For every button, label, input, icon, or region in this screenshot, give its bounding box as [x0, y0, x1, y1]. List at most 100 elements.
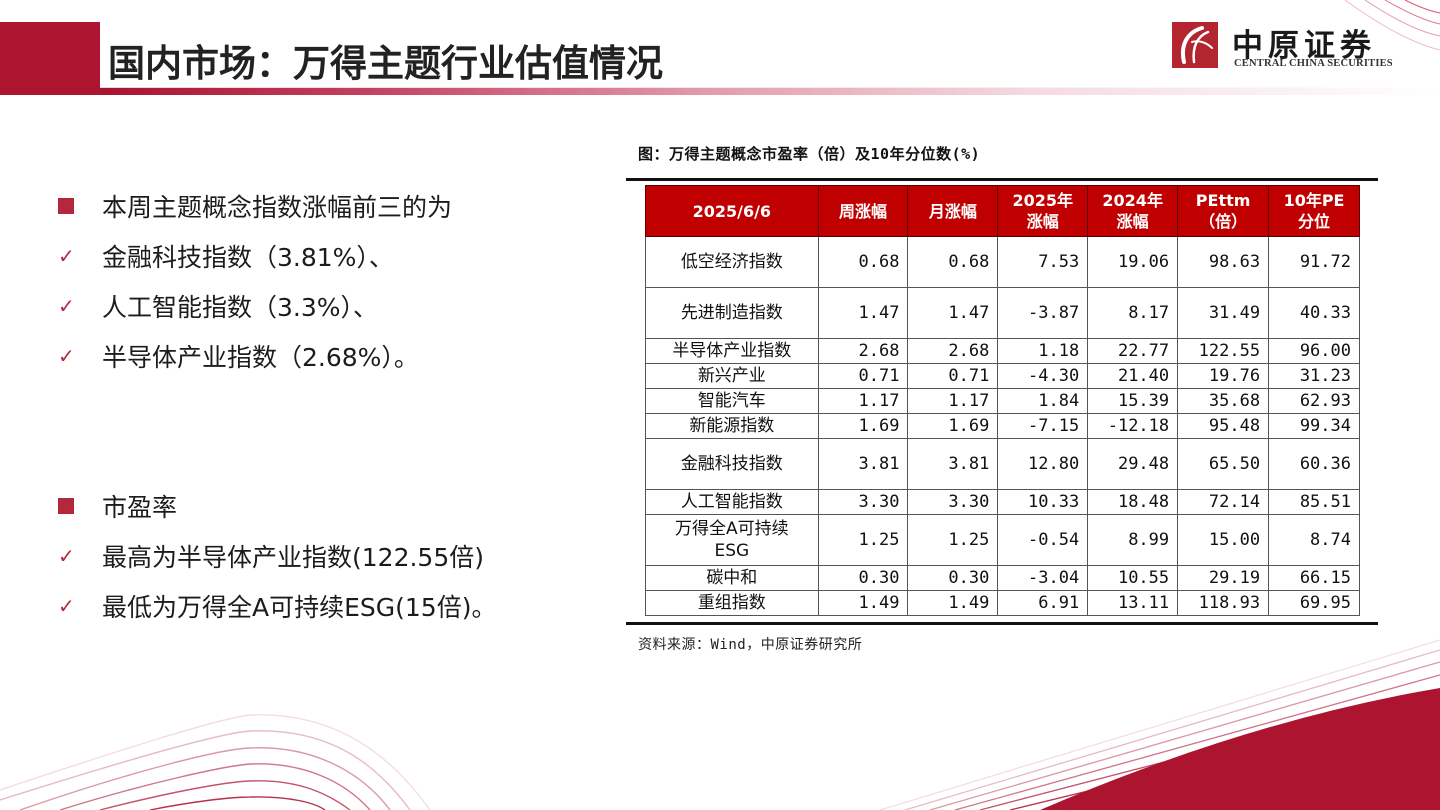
cell-pe: 31.49	[1177, 287, 1270, 339]
square-bullet-icon	[58, 498, 74, 514]
bullet-text: 最高为半导体产业指数(122.55倍)	[102, 543, 484, 572]
table-row: 低空经济指数 0.68 0.68 7.53 19.06 98.63 91.72	[645, 236, 1360, 288]
cell-name: 智能汽车	[645, 388, 819, 414]
cell-2025: 1.18	[997, 338, 1089, 364]
figure-top-rule	[626, 178, 1378, 181]
figure-bottom-rule	[626, 622, 1378, 625]
company-logo: 中原证券 CENTRAL CHINA SECURITIES	[1172, 22, 1412, 72]
bullet-text: 市盈率	[102, 493, 178, 522]
cell-2025: -3.04	[997, 565, 1089, 591]
table-row: 新能源指数 1.69 1.69 -7.15 -12.18 95.48 99.34	[645, 413, 1360, 439]
cell-pe: 95.48	[1177, 413, 1270, 439]
cell-week: 0.30	[817, 565, 909, 591]
valuation-table: 2025/6/6 周涨幅 月涨幅 2025年 涨幅 2024年 涨幅 PEttm （倍…	[645, 185, 1360, 616]
cell-month: 0.71	[907, 363, 999, 389]
cell-name: 重组指数	[645, 590, 819, 616]
cell-pe: 118.93	[1177, 590, 1270, 616]
cell-2024: 8.99	[1087, 514, 1179, 566]
cell-name: 金融科技指数	[645, 438, 819, 490]
bullet-semiconductor: ✓ 半导体产业指数（2.68%）。	[56, 338, 419, 374]
table-row: 金融科技指数 3.81 3.81 12.80 29.48 65.50 60.36	[645, 438, 1360, 490]
cell-2024: 22.77	[1087, 338, 1179, 364]
cell-week: 3.30	[817, 489, 909, 515]
cell-2025: 7.53	[997, 236, 1089, 288]
cell-week: 0.68	[817, 236, 909, 288]
bullet-fintech: ✓ 金融科技指数（3.81%）、	[56, 238, 394, 274]
cell-week: 3.81	[817, 438, 909, 490]
cell-pe: 72.14	[1177, 489, 1270, 515]
cell-pct: 85.51	[1268, 489, 1360, 515]
cell-pe: 29.19	[1177, 565, 1270, 591]
cell-2025: 10.33	[997, 489, 1089, 515]
bullet-text: 人工智能指数（3.3%）、	[102, 293, 379, 322]
cell-2024: 8.17	[1087, 287, 1179, 339]
central-china-securities-logo-icon	[1172, 22, 1218, 68]
checkmark-icon: ✓	[58, 594, 75, 618]
cell-week: 2.68	[817, 338, 909, 364]
cell-month: 1.69	[907, 413, 999, 439]
cell-pe: 19.76	[1177, 363, 1270, 389]
figure-source: 资料来源：Wind，中原证券研究所	[638, 637, 863, 653]
table-row: 碳中和 0.30 0.30 -3.04 10.55 29.19 66.15	[645, 565, 1360, 591]
cell-2024: 18.48	[1087, 489, 1179, 515]
cell-month: 1.49	[907, 590, 999, 616]
cell-name: 新能源指数	[645, 413, 819, 439]
table-row: 重组指数 1.49 1.49 6.91 13.11 118.93 69.95	[645, 590, 1360, 616]
cell-2024: 15.39	[1087, 388, 1179, 414]
table-row: 万得全A可持续 ESG 1.25 1.25 -0.54 8.99 15.00 8.…	[645, 514, 1360, 566]
cell-2025: -3.87	[997, 287, 1089, 339]
logo-name-cn: 中原证券	[1232, 28, 1376, 64]
checkmark-icon: ✓	[58, 544, 75, 568]
cell-week: 1.49	[817, 590, 909, 616]
cell-pct: 66.15	[1268, 565, 1360, 591]
bullet-lowest-pe: ✓ 最低为万得全A可持续ESG(15倍)。	[56, 588, 496, 624]
bullet-text: 最低为万得全A可持续ESG(15倍)。	[102, 593, 497, 622]
bullet-weekly-top3: 本周主题概念指数涨幅前三的为	[56, 188, 452, 224]
col-header-pettm: PEttm （倍）	[1177, 185, 1270, 237]
cell-week: 1.47	[817, 287, 909, 339]
cell-pct: 91.72	[1268, 236, 1360, 288]
header-underline	[100, 88, 1440, 95]
col-header-monthly: 月涨幅	[907, 185, 999, 237]
bullet-pe-ratio: 市盈率	[56, 488, 177, 524]
cell-2024: 21.40	[1087, 363, 1179, 389]
header-accent-block	[0, 22, 100, 95]
checkmark-icon: ✓	[58, 244, 75, 268]
cell-name: 低空经济指数	[645, 236, 819, 288]
page-title: 国内市场：万得主题行业估值情况	[108, 42, 663, 85]
cell-month: 0.30	[907, 565, 999, 591]
cell-month: 1.25	[907, 514, 999, 566]
cell-pct: 99.34	[1268, 413, 1360, 439]
col-header-date: 2025/6/6	[645, 185, 819, 237]
col-header-weekly: 周涨幅	[817, 185, 909, 237]
cell-name: 碳中和	[645, 565, 819, 591]
cell-2025: 1.84	[997, 388, 1089, 414]
cell-pct: 8.74	[1268, 514, 1360, 566]
cell-week: 1.25	[817, 514, 909, 566]
logo-name-en: CENTRAL CHINA SECURITIES	[1234, 58, 1393, 69]
bullet-highest-pe: ✓ 最高为半导体产业指数(122.55倍)	[56, 538, 484, 574]
cell-2025: 12.80	[997, 438, 1089, 490]
cell-month: 3.30	[907, 489, 999, 515]
cell-month: 0.68	[907, 236, 999, 288]
cell-2025: -0.54	[997, 514, 1089, 566]
cell-month: 1.47	[907, 287, 999, 339]
cell-pe: 98.63	[1177, 236, 1270, 288]
cell-pct: 40.33	[1268, 287, 1360, 339]
col-header-pe-percentile: 10年PE 分位	[1268, 185, 1360, 237]
table-row: 新兴产业 0.71 0.71 -4.30 21.40 19.76 31.23	[645, 363, 1360, 389]
cell-pe: 65.50	[1177, 438, 1270, 490]
cell-2025: -4.30	[997, 363, 1089, 389]
table-header-row: 2025/6/6 周涨幅 月涨幅 2025年 涨幅 2024年 涨幅 PEttm （倍…	[645, 185, 1360, 237]
col-header-2025: 2025年 涨幅	[997, 185, 1089, 237]
cell-2024: -12.18	[1087, 413, 1179, 439]
bullet-text: 金融科技指数（3.81%）、	[102, 243, 394, 272]
bullet-text: 本周主题概念指数涨幅前三的为	[102, 193, 453, 222]
cell-month: 1.17	[907, 388, 999, 414]
cell-2025: 6.91	[997, 590, 1089, 616]
table-row: 先进制造指数 1.47 1.47 -3.87 8.17 31.49 40.33	[645, 287, 1360, 339]
cell-pe: 122.55	[1177, 338, 1270, 364]
cell-name: 新兴产业	[645, 363, 819, 389]
cell-name: 人工智能指数	[645, 489, 819, 515]
bullet-ai: ✓ 人工智能指数（3.3%）、	[56, 288, 378, 324]
